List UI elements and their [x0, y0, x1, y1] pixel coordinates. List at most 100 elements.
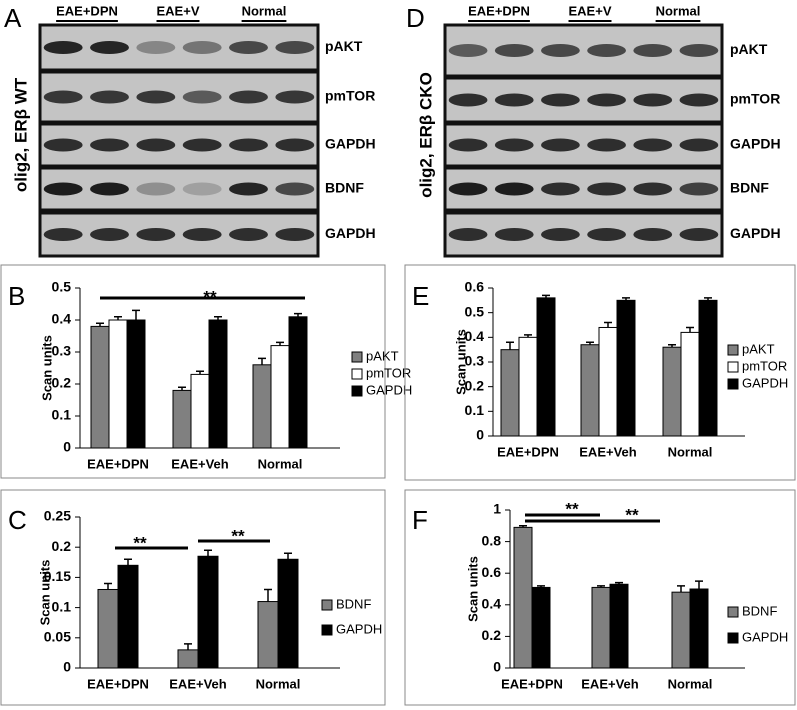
bar	[616, 299, 636, 437]
y-tick-label: 0	[493, 659, 501, 675]
blot-band	[541, 138, 580, 152]
blot-strip	[38, 166, 320, 212]
blot-band	[633, 228, 673, 241]
x-tick-label: EAE+DPN	[497, 444, 559, 459]
legend-swatch	[727, 378, 739, 390]
bar	[90, 325, 110, 449]
legend-label: GAPDH	[336, 621, 382, 636]
bar	[277, 558, 299, 669]
panel-letter: E	[412, 281, 429, 311]
x-tick-label: Normal	[256, 676, 301, 691]
blot-band	[494, 138, 534, 152]
error-bar	[294, 312, 302, 317]
blot-band	[587, 93, 626, 107]
y-tick-label: 0.1	[465, 402, 485, 418]
group-header: EAE+DPN	[56, 3, 118, 18]
blot-band	[43, 138, 83, 152]
blot-band	[90, 182, 129, 196]
bar	[270, 345, 290, 449]
x-tick-label: Normal	[668, 444, 713, 459]
blot-strip	[443, 122, 724, 168]
bar	[536, 297, 556, 437]
y-tick-label: 0.15	[44, 568, 71, 584]
error-bar	[204, 549, 212, 557]
legend-label: pmTOR	[366, 365, 411, 380]
y-tick-label: 1	[493, 501, 501, 517]
legend-label: BDNF	[742, 603, 777, 618]
blot-band	[679, 93, 719, 107]
group-header: EAE+V	[157, 3, 200, 18]
x-tick-label: EAE+Veh	[581, 676, 639, 691]
y-tick-label: 0.3	[465, 353, 485, 369]
error-bar	[615, 581, 623, 585]
blot-band	[587, 228, 626, 241]
bar	[609, 583, 629, 669]
blot-strip	[38, 23, 320, 72]
legend-label: GAPDH	[742, 629, 788, 644]
legend-swatch	[727, 606, 739, 618]
blot-strip	[38, 211, 320, 258]
error-bar	[132, 309, 140, 320]
row-label: GAPDH	[730, 225, 781, 241]
blot-band	[541, 44, 580, 57]
blot-band	[679, 44, 719, 57]
error-bar	[104, 582, 112, 590]
blot-band	[494, 182, 534, 196]
error-bar	[258, 357, 266, 365]
legend-label: BDNF	[336, 596, 371, 611]
legend-label: GAPDH	[366, 382, 412, 397]
blot-band	[182, 90, 222, 104]
bar	[208, 319, 228, 449]
x-tick-label: Normal	[258, 456, 303, 471]
bar	[288, 316, 308, 449]
bar	[257, 601, 279, 669]
error-bar	[686, 326, 694, 333]
legend-swatch	[351, 368, 363, 380]
blot-strip	[443, 23, 724, 78]
bar	[108, 319, 128, 449]
error-bar	[114, 316, 122, 320]
y-axis-label: Scan units	[453, 329, 468, 395]
row-label: pmTOR	[730, 91, 780, 107]
error-bar	[124, 558, 132, 566]
y-tick-label: 0.2	[52, 375, 72, 391]
y-tick-label: 0.2	[52, 538, 72, 554]
blot-band	[43, 41, 83, 54]
bar	[698, 299, 718, 437]
blot-band	[633, 44, 673, 57]
significance-mark: **	[565, 499, 579, 518]
blot-band	[448, 93, 488, 107]
bar	[172, 389, 192, 449]
error-bar	[178, 386, 186, 391]
blot-band	[679, 182, 719, 196]
error-bar	[622, 297, 630, 301]
y-tick-label: 0.05	[44, 629, 71, 645]
blot-band	[182, 228, 222, 241]
group-header: Normal	[242, 3, 287, 18]
panel-frame	[404, 264, 796, 481]
blot-band	[633, 138, 673, 152]
bar	[126, 319, 146, 449]
blot-band	[448, 182, 488, 196]
blot-band	[541, 182, 580, 196]
error-bar	[704, 297, 712, 301]
blot-band	[43, 182, 83, 196]
y-tick-label: 0	[63, 659, 71, 675]
error-bar	[537, 585, 545, 588]
y-tick-label: 0.6	[482, 564, 502, 580]
error-bar	[264, 588, 272, 602]
blot-band	[633, 93, 673, 107]
bar	[689, 588, 709, 669]
bar	[197, 555, 219, 669]
blot-band	[679, 138, 719, 152]
row-label: BDNF	[730, 180, 769, 196]
blot-strip	[443, 211, 724, 258]
panel-letter: D	[406, 3, 425, 33]
x-tick-label: EAE+Veh	[579, 444, 637, 459]
blot-band	[43, 228, 83, 241]
error-bar	[604, 321, 612, 328]
blot-band	[275, 182, 315, 196]
blot-band	[90, 90, 129, 104]
bar	[580, 344, 600, 437]
blot-band	[494, 93, 534, 107]
